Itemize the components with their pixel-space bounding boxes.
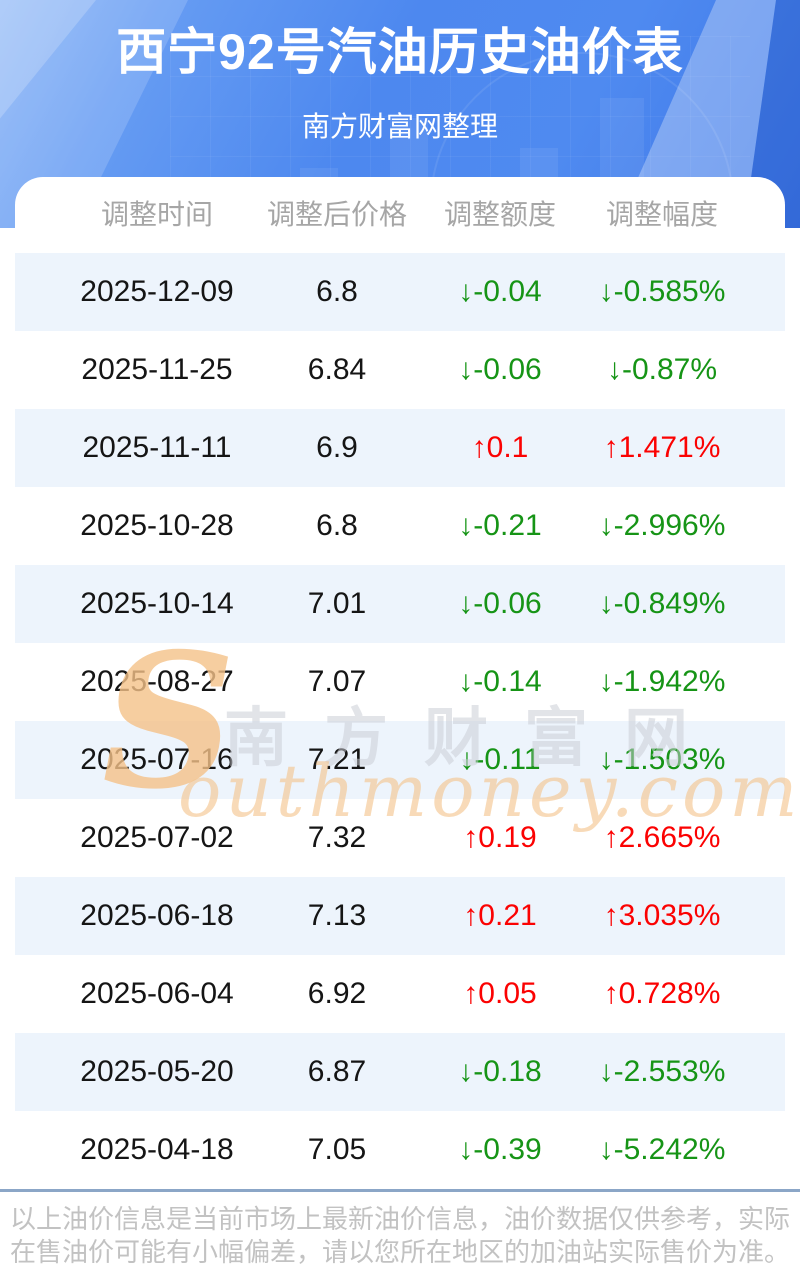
cell-change-amount: ↓-0.21 <box>458 509 542 542</box>
cell-change-amount: ↑0.21 <box>463 899 537 932</box>
cell-change-rate: ↓-1.503% <box>598 743 726 776</box>
cell-new-price: 6.8 <box>316 275 358 308</box>
cell-change-amount: ↓-0.39 <box>458 1133 542 1166</box>
disclaimer-line-1: 以上油价信息是当前市场上最新油价信息，油价数据仅供参考，实际 <box>9 1204 790 1234</box>
table-row: 2025-04-18 7.05 ↓-0.39 ↓-5.242% <box>15 1111 785 1189</box>
cell-change-amount: ↑0.19 <box>463 821 537 854</box>
cell-change-rate: ↓-0.87% <box>606 353 718 386</box>
table-row: 2025-12-09 6.8 ↓-0.04 ↓-0.585% <box>15 253 785 331</box>
cell-change-rate: ↑1.471% <box>603 431 721 464</box>
cell-adjust-date: 2025-10-14 <box>80 587 234 620</box>
cell-adjust-date: 2025-07-02 <box>80 821 234 854</box>
cell-change-rate: ↑3.035% <box>603 899 721 932</box>
table-row: 2025-11-11 6.9 ↑0.1 ↑1.471% <box>15 409 785 487</box>
cell-adjust-date: 2025-04-18 <box>80 1133 234 1166</box>
cell-adjust-date: 2025-07-16 <box>80 743 234 776</box>
table-row: 2025-10-14 7.01 ↓-0.06 ↓-0.849% <box>15 565 785 643</box>
table-row: 2025-10-28 6.8 ↓-0.21 ↓-2.996% <box>15 487 785 565</box>
cell-change-amount: ↑0.05 <box>463 977 537 1010</box>
column-header-time: 调整时间 <box>100 199 214 230</box>
cell-change-rate: ↑2.665% <box>603 821 721 854</box>
cell-adjust-date: 2025-11-11 <box>82 431 232 464</box>
cell-change-amount: ↓-0.06 <box>458 353 542 386</box>
footer: 以上油价信息是当前市场上最新油价信息，油价数据仅供参考，实际 在售油价可能有小幅… <box>0 1189 800 1269</box>
cell-change-rate: ↓-1.942% <box>598 665 726 698</box>
cell-change-amount: ↓-0.14 <box>458 665 542 698</box>
cell-new-price: 7.01 <box>307 587 367 620</box>
column-header-price: 调整后价格 <box>266 199 408 230</box>
cell-adjust-date: 2025-06-04 <box>80 977 234 1010</box>
cell-new-price: 7.32 <box>307 821 367 854</box>
cell-change-amount: ↓-0.04 <box>458 275 542 308</box>
table-row: 2025-06-04 6.92 ↑0.05 ↑0.728% <box>15 955 785 1033</box>
cell-change-rate: ↓-2.553% <box>598 1055 726 1088</box>
table-header-row: 调整时间 调整后价格 调整额度 调整幅度 <box>15 177 785 253</box>
footer-divider <box>0 1189 800 1192</box>
cell-new-price: 7.05 <box>307 1133 367 1166</box>
cell-new-price: 6.84 <box>307 353 367 386</box>
table-row: 2025-07-16 7.21 ↓-0.11 ↓-1.503% <box>15 721 785 799</box>
table-row: 2025-08-27 7.07 ↓-0.14 ↓-1.942% <box>15 643 785 721</box>
cell-change-rate: ↓-0.585% <box>598 275 726 308</box>
cell-adjust-date: 2025-06-18 <box>80 899 234 932</box>
cell-adjust-date: 2025-12-09 <box>80 275 234 308</box>
cell-adjust-date: 2025-08-27 <box>80 665 234 698</box>
cell-new-price: 6.9 <box>316 431 358 464</box>
table-body: 2025-12-09 6.8 ↓-0.04 ↓-0.585% 2025-11-2… <box>15 253 785 1189</box>
cell-change-rate: ↓-0.849% <box>598 587 726 620</box>
price-table-card: 调整时间 调整后价格 调整额度 调整幅度 2025-12-09 6.8 ↓-0.… <box>15 177 785 1189</box>
cell-adjust-date: 2025-10-28 <box>80 509 234 542</box>
cell-new-price: 7.13 <box>307 899 367 932</box>
cell-new-price: 6.87 <box>307 1055 367 1088</box>
cell-change-rate: ↑0.728% <box>603 977 721 1010</box>
table-row: 2025-07-02 7.32 ↑0.19 ↑2.665% <box>15 799 785 877</box>
cell-change-amount: ↓-0.11 <box>459 743 541 776</box>
column-header-rate: 调整幅度 <box>605 199 719 230</box>
cell-change-rate: ↓-2.996% <box>598 509 726 542</box>
table-row: 2025-11-25 6.84 ↓-0.06 ↓-0.87% <box>15 331 785 409</box>
disclaimer-line-2: 在售油价可能有小幅偏差，请以您所在地区的加油站实际售价为准。 <box>9 1237 790 1267</box>
cell-new-price: 7.07 <box>307 665 367 698</box>
page-title: 西宁92号汽油历史油价表 <box>116 24 684 80</box>
cell-new-price: 6.92 <box>307 977 367 1010</box>
cell-adjust-date: 2025-11-25 <box>81 353 233 386</box>
cell-adjust-date: 2025-05-20 <box>80 1055 234 1088</box>
page-subtitle: 南方财富网整理 <box>301 111 498 142</box>
cell-new-price: 7.21 <box>307 743 367 776</box>
column-header-change: 调整额度 <box>443 199 557 230</box>
table-row: 2025-05-20 6.87 ↓-0.18 ↓-2.553% <box>15 1033 785 1111</box>
table-row: 2025-06-18 7.13 ↑0.21 ↑3.035% <box>15 877 785 955</box>
cell-change-amount: ↓-0.06 <box>458 587 542 620</box>
cell-change-amount: ↑0.1 <box>471 431 529 464</box>
cell-change-rate: ↓-5.242% <box>598 1133 726 1166</box>
cell-new-price: 6.8 <box>316 509 358 542</box>
cell-change-amount: ↓-0.18 <box>458 1055 542 1088</box>
